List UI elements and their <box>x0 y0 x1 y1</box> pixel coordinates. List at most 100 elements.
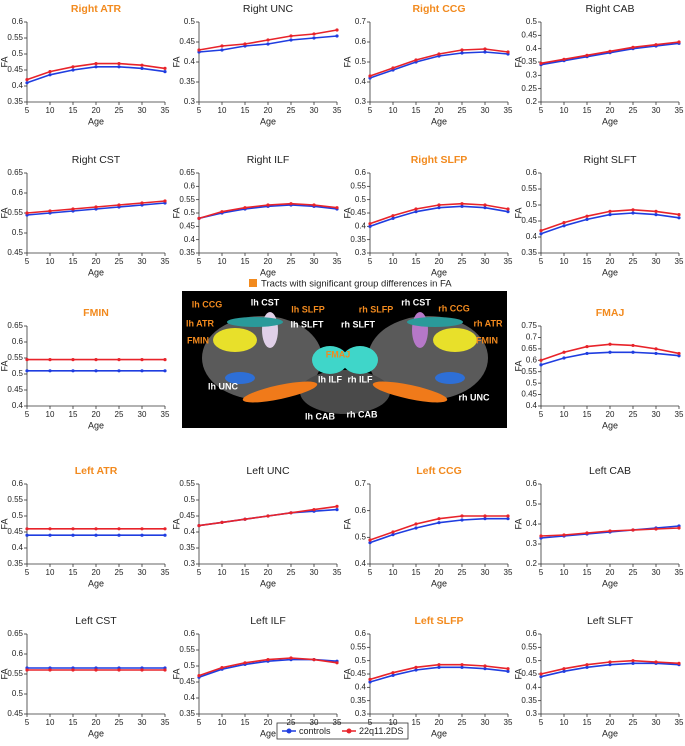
point <box>266 514 270 518</box>
x-tick-label: 5 <box>539 257 544 266</box>
x-tick-label: 10 <box>218 106 227 115</box>
y-tick-label: 0.5 <box>526 499 538 508</box>
point <box>117 533 121 537</box>
panel-title: FMIN <box>83 307 109 319</box>
point <box>562 669 566 673</box>
y-tick-label: 0.7 <box>355 479 367 488</box>
y-axis-label: FA <box>342 56 352 67</box>
point <box>654 660 658 664</box>
point <box>562 224 566 228</box>
y-tick-label: 0.35 <box>7 97 23 106</box>
point <box>483 664 487 668</box>
x-tick-label: 20 <box>435 568 444 577</box>
point <box>243 661 247 665</box>
x-tick-label: 35 <box>504 718 513 727</box>
y-axis-label: FA <box>513 668 523 679</box>
point <box>140 63 144 67</box>
y-tick-label: 0.35 <box>7 559 23 568</box>
x-axis-label: Age <box>88 578 104 588</box>
y-tick-label: 0.5 <box>355 656 367 665</box>
x-tick-label: 5 <box>368 718 373 727</box>
y-tick-label: 0.45 <box>521 216 537 225</box>
caption-swatch <box>249 279 257 287</box>
y-tick-label: 0.6 <box>526 168 538 177</box>
panel-title: Right UNC <box>243 3 294 15</box>
legend-label: 22q11.2DS <box>359 726 403 736</box>
panel-title: Left ATR <box>75 465 118 477</box>
y-tick-label: 0.55 <box>179 645 195 654</box>
y-tick-label: 0.6 <box>12 17 24 26</box>
legend-marker <box>346 728 352 734</box>
point <box>506 207 510 211</box>
point <box>48 668 52 672</box>
x-tick-label: 25 <box>458 257 467 266</box>
x-tick-label: 15 <box>412 257 421 266</box>
point <box>562 533 566 537</box>
x-tick-label: 30 <box>481 568 490 577</box>
y-axis-label: FA <box>513 56 523 67</box>
y-tick-label: 0.4 <box>526 232 538 241</box>
y-tick-label: 0.45 <box>7 527 23 536</box>
panel-title: Right CAB <box>585 3 634 15</box>
point <box>220 520 224 525</box>
point <box>71 668 75 672</box>
point <box>414 58 418 62</box>
x-axis-label: Age <box>88 728 104 738</box>
x-tick-label: 35 <box>675 257 684 266</box>
y-tick-label: 0.35 <box>350 235 366 244</box>
point <box>677 216 681 220</box>
x-axis-label: Age <box>260 728 276 738</box>
x-tick-label: 25 <box>115 568 124 577</box>
x-axis-label: Age <box>88 420 104 430</box>
point <box>677 354 681 358</box>
x-tick-label: 25 <box>115 106 124 115</box>
y-tick-label: 0.4 <box>526 682 538 691</box>
y-tick-label: 0.65 <box>7 321 23 330</box>
y-tick-label: 0.2 <box>526 559 538 568</box>
point <box>220 48 224 52</box>
point <box>437 663 441 667</box>
x-tick-label: 15 <box>583 257 592 266</box>
point <box>460 204 464 208</box>
point <box>391 214 395 218</box>
point <box>460 514 464 518</box>
point <box>608 49 612 53</box>
y-axis-label: FA <box>0 207 9 218</box>
x-tick-label: 30 <box>481 257 490 266</box>
y-tick-label: 0.45 <box>179 37 195 46</box>
x-tick-label: 25 <box>287 718 296 727</box>
point <box>483 514 487 518</box>
point <box>220 210 224 214</box>
x-tick-label: 25 <box>458 718 467 727</box>
brain-label: lh SLFT <box>291 319 324 329</box>
x-tick-label: 25 <box>629 106 638 115</box>
x-tick-label: 35 <box>333 568 342 577</box>
panel: Right UNC 0.3 0.35 0.4 0.45 0.5 5 10 15 20 25 30 35 A… <box>171 3 342 127</box>
x-tick-label: 10 <box>389 718 398 727</box>
point <box>117 65 121 69</box>
point <box>391 533 395 537</box>
point <box>368 538 372 542</box>
y-tick-label: 0.45 <box>7 248 23 257</box>
y-tick-label: 0.5 <box>526 17 538 26</box>
x-tick-label: 20 <box>92 106 101 115</box>
y-tick-label: 0.55 <box>521 642 537 651</box>
y-tick-label: 0.5 <box>12 49 24 58</box>
point <box>414 210 418 214</box>
point <box>140 533 144 537</box>
x-tick-label: 10 <box>560 568 569 577</box>
point <box>506 517 510 521</box>
point <box>483 517 487 521</box>
point <box>266 203 270 207</box>
y-tick-label: 0.6 <box>526 479 538 488</box>
legend-marker <box>286 728 292 734</box>
point <box>243 517 247 521</box>
x-tick-label: 10 <box>560 106 569 115</box>
point <box>94 205 98 209</box>
x-tick-label: 10 <box>218 718 227 727</box>
point <box>608 660 612 664</box>
y-tick-label: 0.5 <box>355 195 367 204</box>
point <box>585 351 589 356</box>
point <box>539 675 543 679</box>
point <box>608 350 612 354</box>
